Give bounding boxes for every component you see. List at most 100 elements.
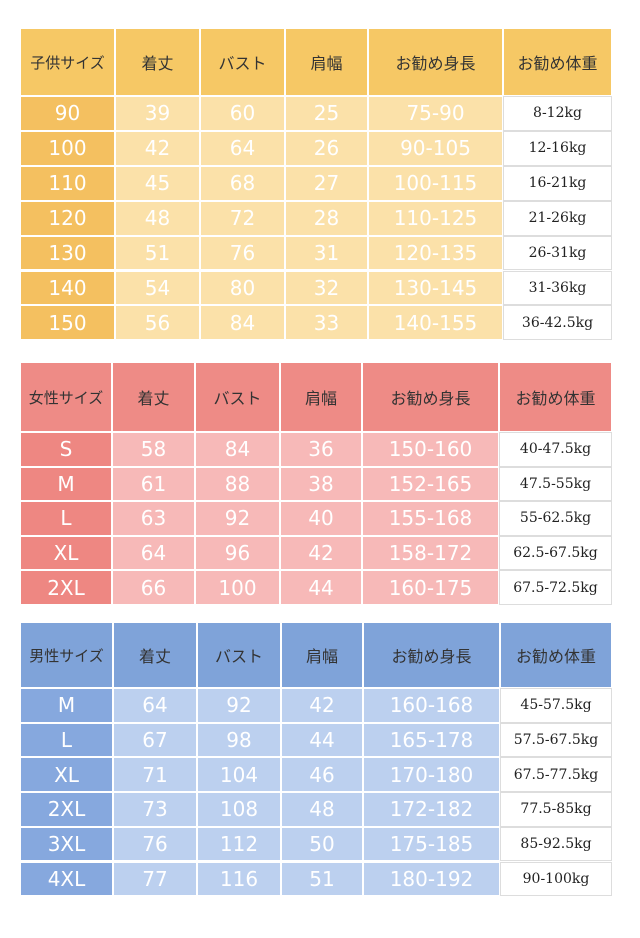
data-cell: 90-105: [368, 130, 503, 166]
header-cell: 肩幅: [280, 362, 362, 432]
header-cell: バスト: [200, 28, 285, 96]
data-cell: 63: [112, 501, 195, 536]
data-cell: 8-12kg: [503, 96, 612, 131]
data-cell: 84: [195, 432, 280, 467]
data-cell: 77: [113, 861, 197, 897]
header-cell: お勧め体重: [499, 362, 612, 432]
data-cell: 165-178: [363, 722, 500, 758]
data-cell: 76: [200, 235, 285, 271]
size-cell: 4XL: [20, 861, 113, 897]
data-cell: 98: [197, 722, 281, 758]
size-cell: 150: [20, 305, 115, 341]
header-cell: 肩幅: [285, 28, 368, 96]
data-cell: 50: [281, 826, 363, 862]
header-cell: 子供サイズ: [20, 28, 115, 96]
data-cell: 21-26kg: [503, 200, 612, 236]
data-cell: 12-16kg: [503, 130, 612, 166]
data-cell: 28: [285, 200, 368, 236]
data-cell: 68: [200, 165, 285, 201]
data-cell: 140-155: [368, 305, 503, 341]
data-cell: 48: [115, 200, 200, 236]
size-cell: S: [20, 432, 112, 467]
data-cell: 40: [280, 501, 362, 536]
data-cell: 60: [200, 96, 285, 131]
data-cell: 120-135: [368, 235, 503, 271]
data-cell: 45-57.5kg: [500, 688, 612, 723]
data-cell: 36-42.5kg: [503, 305, 612, 341]
data-cell: 90-100kg: [500, 861, 612, 897]
data-cell: 32: [285, 270, 368, 306]
data-cell: 152-165: [362, 466, 499, 502]
data-cell: 47.5-55kg: [499, 466, 612, 502]
size-cell: M: [20, 466, 112, 502]
header-cell: お勧め身長: [363, 622, 500, 688]
data-cell: 172-182: [363, 792, 500, 827]
data-cell: 75-90: [368, 96, 503, 131]
data-cell: 48: [281, 792, 363, 827]
data-cell: 27: [285, 165, 368, 201]
size-cell: 3XL: [20, 826, 113, 862]
data-cell: 44: [280, 570, 362, 605]
data-cell: 38: [280, 466, 362, 502]
data-cell: 25: [285, 96, 368, 131]
data-cell: 150-160: [362, 432, 499, 467]
header-cell: お勧め身長: [368, 28, 503, 96]
data-cell: 55-62.5kg: [499, 501, 612, 536]
data-cell: 80: [200, 270, 285, 306]
data-cell: 46: [281, 757, 363, 793]
size-cell: XL: [20, 757, 113, 793]
data-cell: 31-36kg: [503, 270, 612, 306]
data-cell: 104: [197, 757, 281, 793]
header-cell: 着丈: [115, 28, 200, 96]
data-cell: 58: [112, 432, 195, 467]
data-cell: 67.5-72.5kg: [499, 570, 612, 605]
header-cell: お勧め体重: [500, 622, 612, 688]
data-cell: 160-168: [363, 688, 500, 723]
data-cell: 180-192: [363, 861, 500, 897]
size-cell: 130: [20, 235, 115, 271]
data-cell: 160-175: [362, 570, 499, 605]
size-cell: 140: [20, 270, 115, 306]
header-cell: 女性サイズ: [20, 362, 112, 432]
data-cell: 67: [113, 722, 197, 758]
data-cell: 158-172: [362, 535, 499, 571]
data-cell: 54: [115, 270, 200, 306]
data-cell: 16-21kg: [503, 165, 612, 201]
data-cell: 108: [197, 792, 281, 827]
data-cell: 51: [281, 861, 363, 897]
data-cell: 42: [281, 688, 363, 723]
data-cell: 40-47.5kg: [499, 432, 612, 467]
data-cell: 45: [115, 165, 200, 201]
header-cell: 着丈: [112, 362, 195, 432]
data-cell: 42: [280, 535, 362, 571]
data-cell: 71: [113, 757, 197, 793]
data-cell: 42: [115, 130, 200, 166]
data-cell: 77.5-85kg: [500, 792, 612, 827]
data-cell: 84: [200, 305, 285, 341]
size-cell: 90: [20, 96, 115, 131]
data-cell: 51: [115, 235, 200, 271]
data-cell: 175-185: [363, 826, 500, 862]
data-cell: 96: [195, 535, 280, 571]
size-cell: M: [20, 688, 113, 723]
header-cell: お勧め体重: [503, 28, 612, 96]
data-cell: 112: [197, 826, 281, 862]
header-cell: 男性サイズ: [20, 622, 113, 688]
data-cell: 155-168: [362, 501, 499, 536]
size-cell: L: [20, 501, 112, 536]
data-cell: 67.5-77.5kg: [500, 757, 612, 793]
data-cell: 62.5-67.5kg: [499, 535, 612, 571]
data-cell: 64: [112, 535, 195, 571]
data-cell: 26-31kg: [503, 235, 612, 271]
data-cell: 110-125: [368, 200, 503, 236]
header-cell: 肩幅: [281, 622, 363, 688]
header-cell: バスト: [197, 622, 281, 688]
data-cell: 92: [197, 688, 281, 723]
data-cell: 85-92.5kg: [500, 826, 612, 862]
data-cell: 92: [195, 501, 280, 536]
data-cell: 64: [113, 688, 197, 723]
data-cell: 72: [200, 200, 285, 236]
data-cell: 100-115: [368, 165, 503, 201]
data-cell: 116: [197, 861, 281, 897]
